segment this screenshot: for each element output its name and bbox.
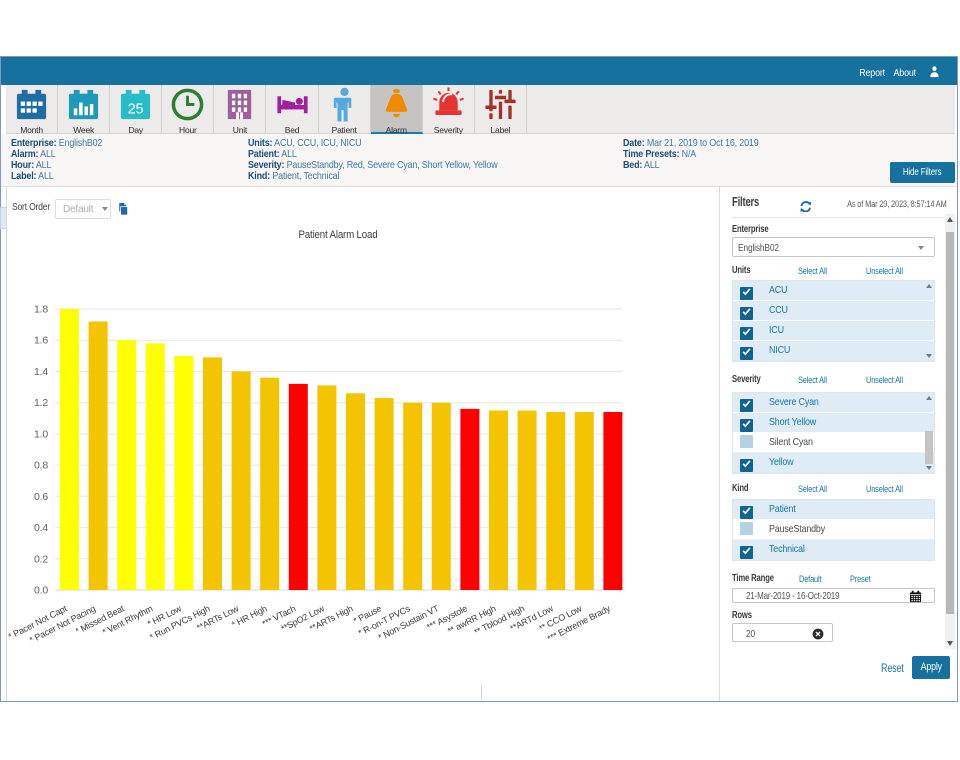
svg-text:1.4: 1.4 [34,366,48,378]
svg-text:0.0: 0.0 [34,585,48,597]
svg-text:Patient Alarm Load: Patient Alarm Load [299,229,378,241]
svg-text:0.2: 0.2 [34,553,48,565]
svg-text:1.6: 1.6 [34,335,48,347]
svg-text:1.8: 1.8 [34,304,48,316]
svg-text:0.4: 0.4 [34,522,48,534]
svg-text:0.6: 0.6 [34,491,48,503]
svg-text:1.2: 1.2 [34,397,48,409]
svg-text:0.8: 0.8 [34,460,48,472]
svg-text:1.0: 1.0 [34,428,48,440]
svg-text:25: 25 [128,101,144,117]
